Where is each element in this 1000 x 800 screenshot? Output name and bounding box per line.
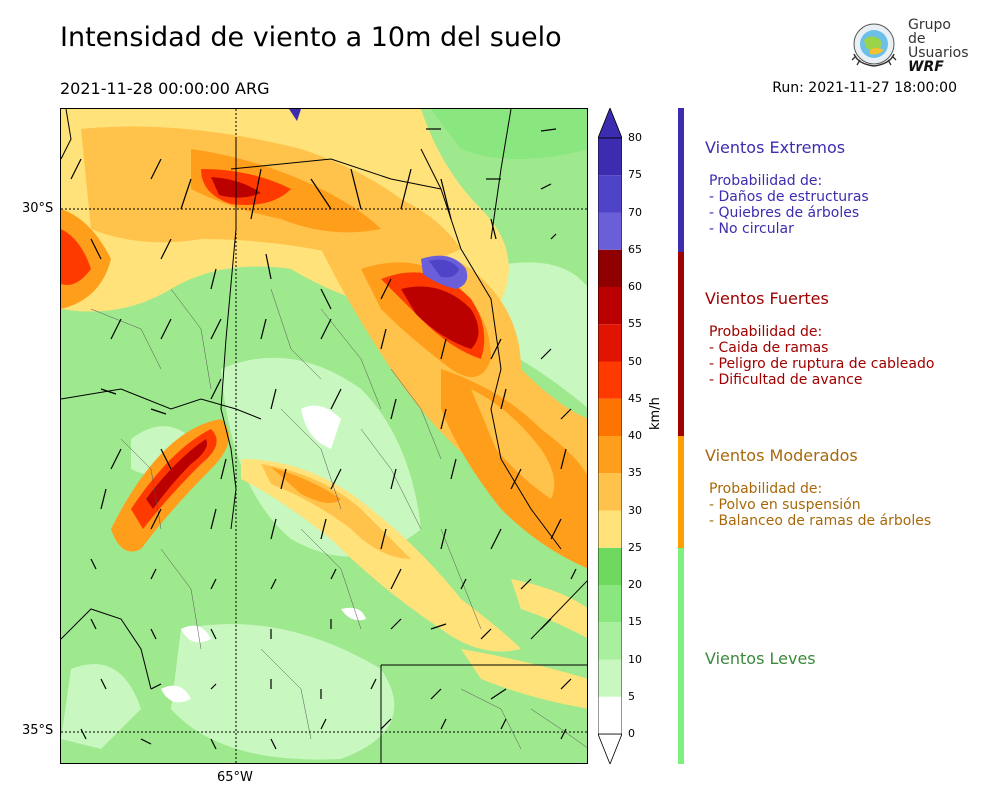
legend-category: Vientos Fuertes Probabilidad de: - Caida d… bbox=[705, 289, 934, 388]
colorbar-tick-label: 30 bbox=[628, 503, 642, 517]
colorbar-segment bbox=[598, 324, 622, 362]
wrf-users-logo: Grupo de Usuarios WRF bbox=[848, 16, 969, 75]
legend-category-item: - Daños de estructuras bbox=[709, 189, 869, 205]
legend-category-item: - Balanceo de ramas de árboles bbox=[709, 513, 932, 529]
colorbar-tick-label: 0 bbox=[628, 727, 635, 740]
logo-line-3: WRF bbox=[908, 59, 944, 75]
legend-category-title: Vientos Fuertes bbox=[705, 289, 829, 308]
colorbar-segment bbox=[598, 436, 622, 474]
colorbar-tick-label: 25 bbox=[628, 540, 642, 554]
colorbar-scale bbox=[597, 106, 623, 766]
colorbar-tick-label: 60 bbox=[628, 280, 642, 293]
globe-emblem-icon bbox=[851, 23, 897, 67]
colorbar-tick-label: 40 bbox=[628, 429, 642, 442]
legend-color-bar bbox=[678, 252, 684, 436]
colorbar-unit: km/h bbox=[648, 397, 663, 430]
colorbar-tick-label: 70 bbox=[628, 205, 642, 219]
colorbar-segment bbox=[598, 622, 622, 660]
colorbar-tick-label: 50 bbox=[628, 354, 642, 368]
colorbar-segment bbox=[598, 473, 622, 511]
colorbar-tick-label: 35 bbox=[628, 466, 642, 480]
colorbar-tick-label: 10 bbox=[628, 652, 642, 666]
colorbar-tick-label: 80 bbox=[628, 131, 642, 144]
colorbar-tick-label: 45 bbox=[628, 391, 642, 405]
colorbar-tick-label: 5 bbox=[628, 689, 635, 703]
legend-category: Vientos Moderados Probabilidad de: - Polvo… bbox=[705, 446, 931, 529]
lat-label-30s: 30°S bbox=[22, 201, 54, 216]
colorbar-segment bbox=[598, 547, 622, 585]
wind-arrow-icon bbox=[70, 128, 577, 750]
legend-category-item: - No circular bbox=[709, 221, 794, 237]
legend-color-bar bbox=[678, 108, 684, 252]
wind-speed-colorbar: 0 5 10 15 20 25 30 35 40 45 50 55 60 65 70 75 80 bbox=[597, 106, 658, 766]
legend-category-subtitle: Probabilidad de: bbox=[709, 173, 823, 189]
run-time: Run: 2021-11-27 18:00:00 bbox=[772, 80, 957, 96]
legend-category-item: - Dificultad de avance bbox=[709, 372, 863, 388]
legend-category: Vientos Leves bbox=[705, 649, 816, 668]
logo-line-1: Grupo de bbox=[908, 17, 951, 47]
legend-category-subtitle: Probabilidad de: bbox=[709, 481, 823, 497]
colorbar-segment bbox=[598, 138, 622, 176]
logo-line-2: Usuarios bbox=[908, 45, 969, 61]
colorbar-segment bbox=[598, 696, 622, 734]
colorbar-tick-label: 65 bbox=[628, 242, 642, 256]
colorbar-segment bbox=[598, 585, 622, 623]
map-title: Intensidad de viento a 10m del suelo bbox=[60, 22, 562, 53]
legend-category-item: - Peligro de ruptura de cableado bbox=[709, 356, 935, 372]
legend-category-title: Vientos Leves bbox=[705, 649, 816, 668]
valid-time: 2021-11-28 00:00:00 ARG bbox=[60, 79, 270, 98]
legend-category-title: Vientos Extremos bbox=[705, 138, 846, 157]
colorbar-segment bbox=[598, 287, 622, 325]
legend-color-bar bbox=[678, 548, 684, 764]
colorbar-tick-label: 55 bbox=[628, 317, 642, 331]
colorbar-segment bbox=[598, 510, 622, 548]
lat-label-35s: 35°S bbox=[22, 723, 54, 738]
legend-category-item: - Polvo en suspensión bbox=[709, 497, 861, 513]
colorbar-segment bbox=[598, 212, 622, 250]
legend-category: Vientos Extremos Probabilidad de: - Daños … bbox=[705, 138, 869, 237]
legend-category-title: Vientos Moderados bbox=[705, 446, 858, 465]
legend-color-bar bbox=[678, 436, 684, 548]
wind-speed-map bbox=[60, 108, 588, 764]
legend-category-subtitle: Probabilidad de: bbox=[709, 324, 823, 340]
colorbar-tick-label: 75 bbox=[628, 168, 642, 182]
colorbar-segment bbox=[598, 249, 622, 287]
lon-label-65w: 65°W bbox=[217, 770, 253, 785]
wind-field bbox=[61, 109, 587, 763]
legend-category-item: - Quiebres de árboles bbox=[709, 205, 860, 221]
colorbar-segment bbox=[598, 175, 622, 213]
colorbar-tick-label: 15 bbox=[628, 615, 642, 629]
colorbar-segment bbox=[598, 398, 622, 436]
colorbar-tick-label: 20 bbox=[628, 578, 642, 591]
colorbar-segment bbox=[598, 361, 622, 399]
colorbar-segment bbox=[598, 659, 622, 697]
legend-category-item: - Caida de ramas bbox=[709, 340, 829, 356]
